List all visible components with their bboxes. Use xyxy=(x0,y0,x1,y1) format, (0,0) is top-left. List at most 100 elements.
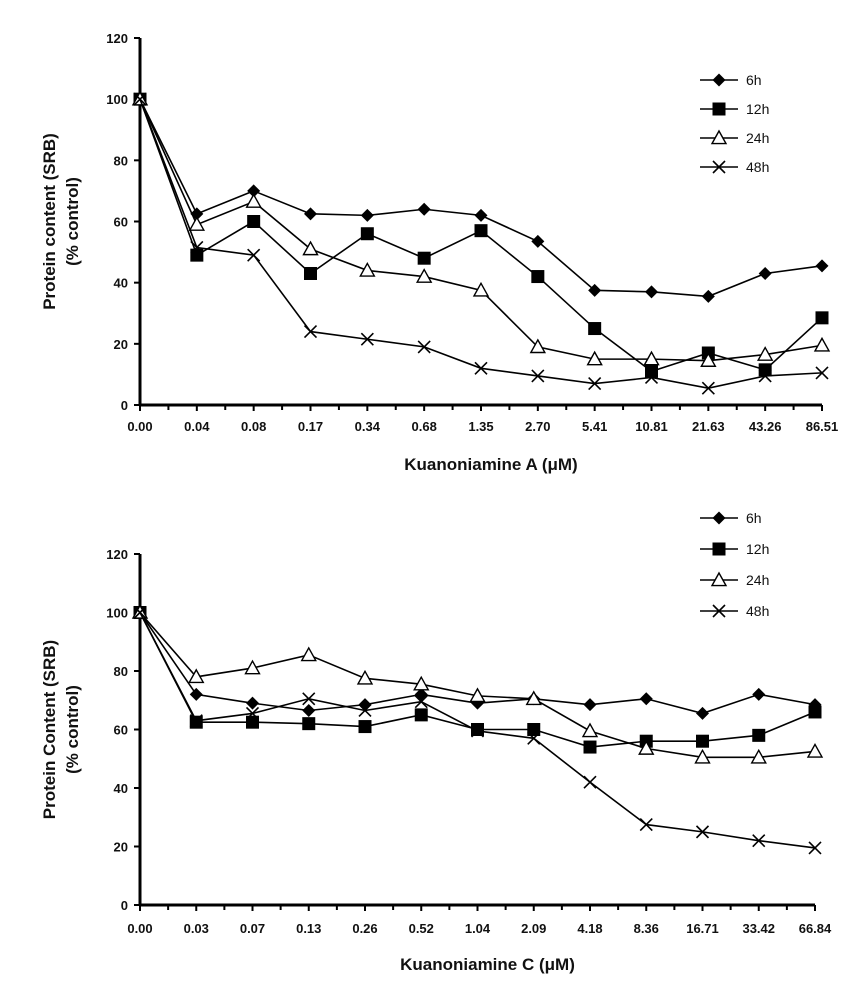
data-point-6h xyxy=(645,285,658,299)
data-point-12h xyxy=(696,734,709,748)
data-point-48h xyxy=(474,361,488,375)
series-line-6h xyxy=(139,98,823,298)
data-point-24h xyxy=(472,281,490,297)
data-point-12h xyxy=(645,364,658,378)
legend-marker-6h xyxy=(712,73,726,87)
y-tick-label: 20 xyxy=(114,337,128,352)
data-point-48h xyxy=(752,834,766,848)
data-point-48h xyxy=(358,703,372,718)
x-axis-title: Kuanoniamine A (μM) xyxy=(404,455,577,474)
data-point-24h xyxy=(188,216,206,231)
x-tick-label: 4.18 xyxy=(577,921,602,936)
marker-stroke xyxy=(644,370,659,385)
x-tick-label: 16.71 xyxy=(686,921,719,936)
legend-item-48h: 48h xyxy=(700,159,769,175)
data-point-12h xyxy=(360,227,374,241)
data-point-24h xyxy=(813,336,831,352)
data-point-48h xyxy=(758,369,772,383)
data-point-24h xyxy=(586,350,603,366)
data-point-12h xyxy=(304,266,317,280)
data-point-24h xyxy=(245,193,262,208)
x-tick-label: 0.07 xyxy=(240,921,265,936)
data-point-48h xyxy=(417,340,431,354)
series-48h xyxy=(133,92,829,395)
x-tick-label: 0.26 xyxy=(352,921,377,936)
x-axis-title: Kuanoniamine C (μM) xyxy=(400,955,575,974)
series-24h xyxy=(131,90,831,367)
y-axis-title: Protein content (SRB) xyxy=(40,133,59,310)
legend-label: 6h xyxy=(746,72,762,88)
legend-label: 24h xyxy=(746,130,769,146)
y-tick-label: 0 xyxy=(121,898,128,913)
marker-stroke xyxy=(758,369,772,383)
data-point-6h xyxy=(247,184,261,198)
data-point-48h xyxy=(247,248,261,262)
data-point-12h xyxy=(190,248,204,262)
x-tick-label: 0.00 xyxy=(127,419,152,434)
x-tick-label: 43.26 xyxy=(749,419,782,434)
legend-item-24h: 24h xyxy=(700,571,769,588)
marker-stroke xyxy=(531,369,545,383)
data-point-12h xyxy=(246,715,259,729)
data-point-6h xyxy=(752,687,766,701)
data-point-12h xyxy=(527,723,541,736)
series-48h xyxy=(133,605,822,855)
legend: 6h 12h 24h 48h xyxy=(700,510,769,619)
y-tick-label: 80 xyxy=(114,664,128,679)
data-point-24h xyxy=(750,748,767,764)
data-point-12h xyxy=(531,270,545,284)
y-tick-label: 120 xyxy=(106,31,128,46)
x-tick-label: 0.13 xyxy=(296,921,321,936)
data-point-48h xyxy=(133,605,147,620)
data-point-6h xyxy=(304,207,317,221)
x-tick-label: 66.84 xyxy=(799,921,832,936)
data-point-48h xyxy=(189,714,203,728)
marker-stroke xyxy=(417,340,431,354)
data-point-12h xyxy=(815,311,829,325)
data-point-24h xyxy=(413,675,430,691)
marker-stroke xyxy=(247,248,261,262)
data-point-48h xyxy=(245,706,260,720)
x-tick-label: 86.51 xyxy=(806,419,839,434)
data-point-24h xyxy=(529,338,547,354)
series-6h xyxy=(133,92,829,303)
marker-stroke xyxy=(302,692,316,706)
y-tick-label: 120 xyxy=(106,547,128,562)
marker-stroke xyxy=(712,604,726,618)
x-tick-label: 0.08 xyxy=(241,419,266,434)
x-tick-label: 0.03 xyxy=(184,921,209,936)
data-point-12h xyxy=(247,215,261,228)
legend-marker-48h xyxy=(712,604,726,618)
x-tick-label: 0.00 xyxy=(127,921,152,936)
data-point-24h xyxy=(415,268,433,283)
data-point-24h xyxy=(581,722,599,738)
y-tick-label: 40 xyxy=(114,781,128,796)
x-tick-label: 2.09 xyxy=(521,921,546,936)
data-point-12h xyxy=(302,717,316,731)
data-point-48h xyxy=(695,825,710,839)
x-tick-label: 5.41 xyxy=(582,419,607,434)
legend-label: 12h xyxy=(746,541,769,557)
data-point-24h xyxy=(643,350,660,366)
data-point-12h xyxy=(808,705,822,719)
data-point-24h xyxy=(638,740,655,755)
x-tick-label: 0.68 xyxy=(412,419,437,434)
x-tick-label: 10.81 xyxy=(635,419,668,434)
legend-marker-48h xyxy=(712,160,726,174)
data-point-6h xyxy=(758,266,772,280)
data-point-48h xyxy=(527,731,541,745)
marker-stroke xyxy=(815,366,829,380)
legend-label: 12h xyxy=(746,101,769,117)
data-point-24h xyxy=(302,240,319,256)
y-tick-label: 60 xyxy=(114,215,128,230)
series-6h xyxy=(133,606,822,720)
x-tick-label: 8.36 xyxy=(634,921,659,936)
marker-stroke xyxy=(360,332,374,346)
data-point-12h xyxy=(474,224,488,238)
data-point-48h xyxy=(583,775,597,789)
data-point-6h xyxy=(815,259,829,273)
data-point-6h xyxy=(189,687,203,701)
x-tick-label: 33.42 xyxy=(742,921,775,936)
marker-stroke xyxy=(470,724,485,738)
